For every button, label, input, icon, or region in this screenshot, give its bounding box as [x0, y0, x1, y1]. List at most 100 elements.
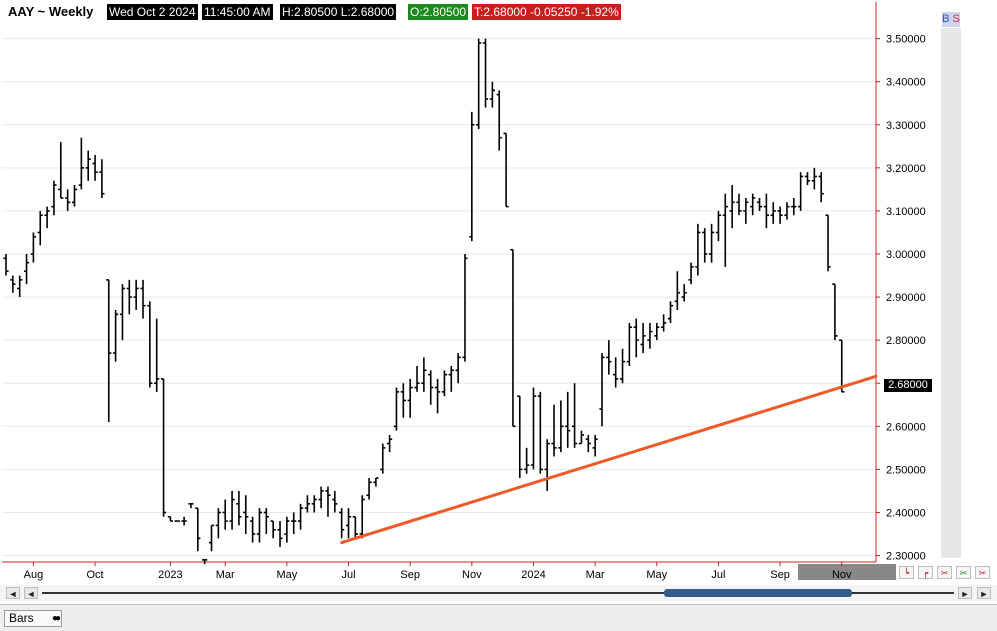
ohlc-bar: [17, 275, 23, 298]
ohlc-bar: [743, 198, 749, 224]
ohlc-bar: [839, 339, 845, 393]
ohlc-bar: [71, 185, 78, 207]
ohlc-bar: [708, 223, 715, 263]
scroll-left-button[interactable]: ◄: [24, 587, 38, 599]
bars-toggle-icon: ●●: [51, 613, 61, 624]
ohlc-bar: [654, 322, 660, 341]
ohlc-bar: [51, 180, 57, 216]
buy-sell-toggle[interactable]: B S: [942, 12, 960, 27]
ohlc-bar: [181, 516, 187, 526]
ohlc-bar: [524, 447, 530, 474]
ohlc-bar: [65, 189, 71, 211]
draw-tool-3-button[interactable]: ✂: [937, 566, 952, 579]
ohlc-bar: [777, 206, 783, 224]
ohlc-bar: [400, 383, 406, 418]
x-tick-label: 2024: [521, 569, 545, 581]
symbol-title: AAY ~ Weekly: [8, 4, 94, 19]
ohlc-bar: [352, 515, 358, 539]
ohlc-bar: [23, 254, 30, 285]
ohlc-bar: [798, 172, 804, 211]
ohlc-bar: [366, 478, 372, 500]
ohlc-bar: [592, 434, 598, 457]
ohlc-bar: [455, 353, 461, 384]
ohlc-bar: [681, 284, 687, 302]
trendline[interactable]: [340, 374, 878, 545]
ohlc-bar: [380, 443, 386, 474]
ohlc-bar: [791, 198, 797, 216]
ohlc-bar: [140, 279, 146, 319]
ohlc-bar: [804, 172, 811, 186]
ohlc-bar: [3, 254, 9, 276]
ohlc-bar: [626, 322, 632, 366]
ohlc-bar: [345, 508, 352, 539]
ohlc-bar: [640, 322, 646, 354]
ohlc-bar: [243, 495, 249, 534]
y-tick-label: 2.60000: [886, 421, 926, 433]
ohlc-bar: [167, 515, 174, 522]
ohlc-bar: [236, 490, 242, 526]
scroll-first-button[interactable]: ◄: [6, 587, 20, 599]
y-tick-label: 3.10000: [886, 206, 926, 218]
open-label: O:2.80500: [408, 4, 469, 20]
ohlc-bar: [421, 357, 427, 392]
draw-tool-5-button[interactable]: ✂: [975, 566, 990, 579]
x-tick-label: Nov: [832, 569, 852, 581]
ohlc-bar: [318, 486, 324, 509]
ohlc-bar: [503, 132, 509, 208]
ohlc-bar: [510, 248, 516, 428]
last-price-tag: 2.68000: [884, 379, 932, 392]
x-tick-label: May: [646, 569, 667, 581]
ohlc-bar: [147, 301, 153, 388]
ohlc-bar: [832, 283, 838, 341]
ohlc-bar: [702, 228, 708, 263]
ohlc-bar: [763, 193, 769, 229]
sell-label[interactable]: S: [952, 13, 960, 25]
draw-tool-2-button[interactable]: ┍: [918, 566, 933, 579]
x-tick-label: Sep: [770, 569, 790, 581]
ohlc-bar: [613, 357, 619, 388]
date-label: Wed Oct 2 2024: [107, 4, 198, 20]
ohlc-bar: [339, 508, 345, 539]
scroll-last-button[interactable]: ►: [977, 587, 991, 599]
trendline-group[interactable]: [340, 374, 878, 545]
high-low-label: H:2.80500 L:2.68000: [280, 4, 397, 20]
ohlc-bar: [291, 512, 297, 534]
ohlc-bar: [469, 111, 475, 242]
ohlc-bar: [188, 503, 194, 509]
ohlc-bar: [126, 279, 132, 315]
buy-label[interactable]: B: [942, 13, 950, 25]
ohlc-bar: [297, 503, 304, 530]
ohlc-bar: [517, 395, 523, 478]
time-label: 11:45:00 AM: [202, 4, 273, 20]
draw-tool-1-button[interactable]: ┕: [899, 566, 914, 579]
ohlc-bar: [387, 434, 393, 453]
ohlc-bar: [462, 254, 468, 362]
y-tick-label: 3.30000: [886, 120, 926, 132]
ohlc-bars: [3, 38, 845, 565]
ohlc-bar: [606, 340, 612, 375]
bars-tab[interactable]: Bars ●●: [4, 610, 62, 627]
time-scrollbar[interactable]: ◄ ◄ ► ►: [0, 585, 997, 601]
scroll-thumb[interactable]: [664, 589, 852, 597]
ohlc-bar: [92, 154, 98, 181]
bottom-toolbar: Bars ●●: [0, 604, 997, 631]
ohlc-bar: [750, 193, 756, 216]
draw-tool-4-button[interactable]: ✂: [956, 566, 971, 579]
time-axis-band: [2, 563, 876, 581]
y-tick-label: 2.80000: [886, 335, 926, 347]
ohlc-bar: [825, 214, 831, 272]
ohlc-bar: [633, 318, 639, 358]
ohlc-bar: [551, 404, 557, 457]
ohlc-bar: [667, 301, 674, 323]
scroll-track[interactable]: [42, 592, 954, 594]
ohlc-bar: [448, 366, 454, 392]
scroll-right-button[interactable]: ►: [958, 587, 972, 599]
ohlc-bar: [311, 495, 317, 513]
x-tick-label: Sep: [400, 569, 420, 581]
price-axis-ticks: 2.300002.400002.500002.600002.700002.800…: [876, 34, 926, 563]
ohlc-bar: [208, 524, 215, 552]
ohlc-bar: [215, 508, 221, 539]
y-tick-label: 3.20000: [886, 163, 926, 175]
ohlc-bar: [154, 318, 160, 392]
ohlc-bar: [661, 314, 667, 332]
